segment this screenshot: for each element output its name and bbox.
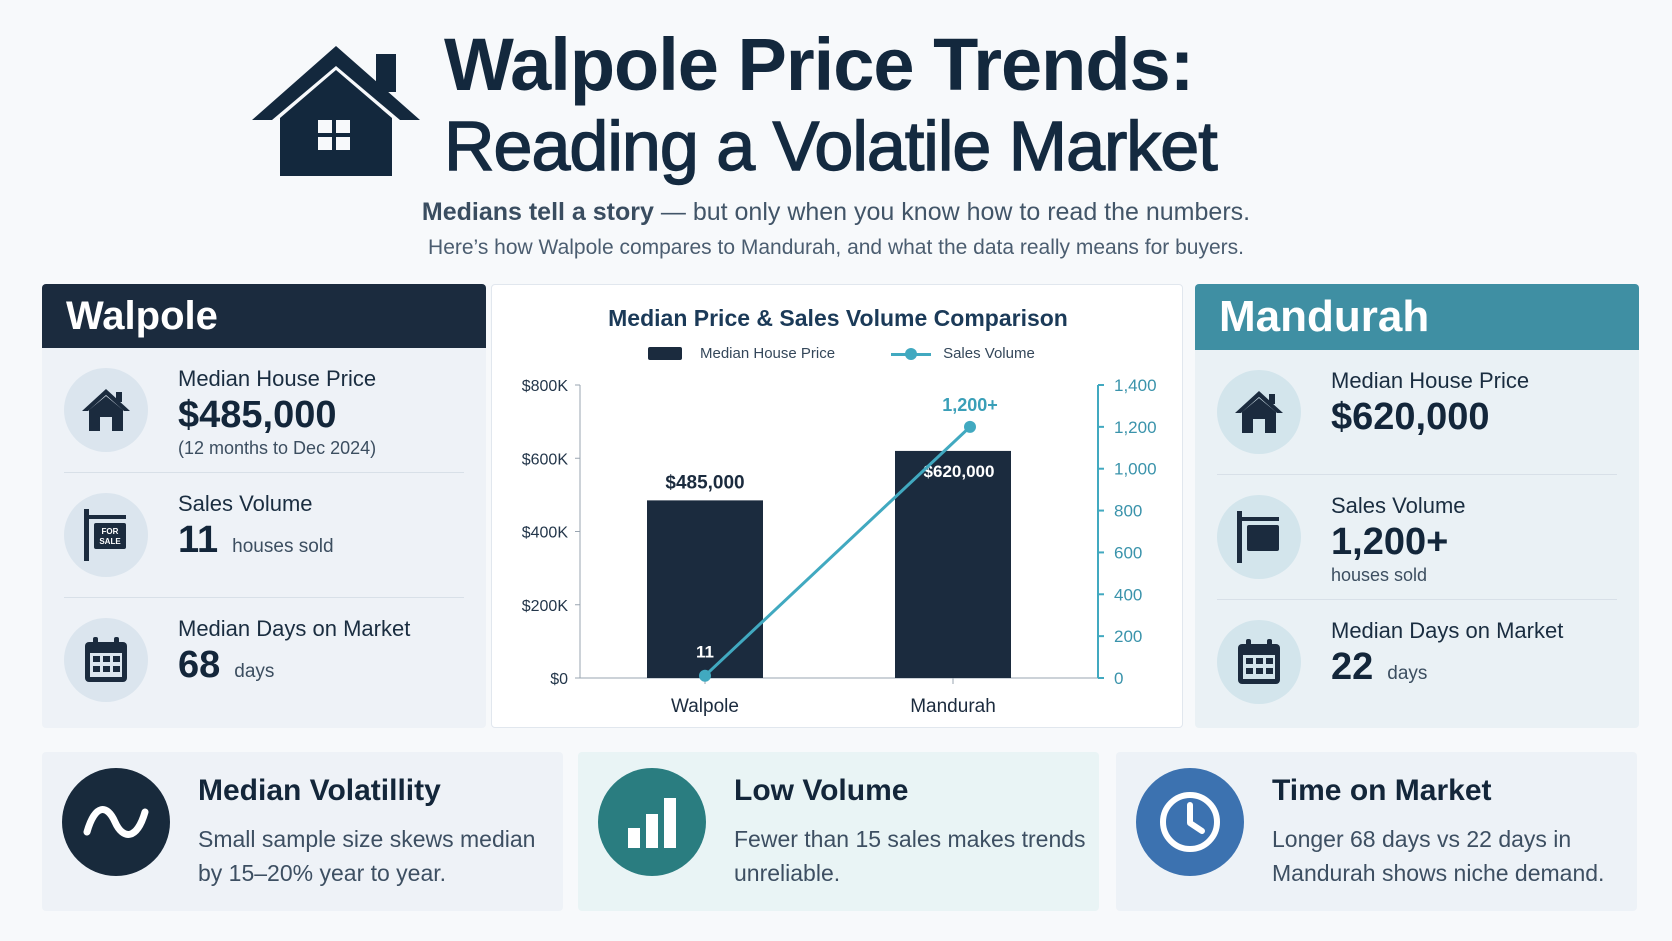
walpole-days-row: Median Days on Market 68 days xyxy=(64,598,464,723)
clock-icon xyxy=(1136,768,1244,876)
left-tick-label: $200K xyxy=(522,598,569,615)
tip-body-low-volume: Fewer than 15 sales makes trends unrelia… xyxy=(734,826,1086,886)
title-line-1: Walpole Price Trends: xyxy=(444,23,1194,106)
left-tick-label: $0 xyxy=(550,671,568,688)
mandurah-price-text: Median House Price $620,000 xyxy=(1331,368,1529,440)
bar-chart-icon xyxy=(598,768,706,876)
left-tick-label: $800K xyxy=(522,378,569,395)
sign-text-for: FOR xyxy=(102,527,119,536)
comparison-chart-card: Median Price & Sales Volume Comparison M… xyxy=(491,284,1183,728)
house-logo-icon xyxy=(252,46,420,176)
walpole-price-value: $485,000 xyxy=(178,394,337,436)
walpole-volume-row: FOR SALE Sales Volume 11 houses sold xyxy=(64,473,464,598)
title-line-2: Reading a Volatile Market xyxy=(443,106,1218,185)
subtitle-secondary: Here’s how Walpole compares to Mandurah,… xyxy=(428,236,1244,259)
x-tick-label: Mandurah xyxy=(910,696,996,717)
tip-title-low-volume: Low Volume xyxy=(734,774,909,807)
walpole-days-unit: days xyxy=(234,661,275,682)
calendar-icon xyxy=(1217,620,1301,704)
right-tick-label: 600 xyxy=(1114,543,1142,562)
mandurah-days-number: 22 xyxy=(1331,646,1374,688)
bar-mandurah xyxy=(895,450,1011,678)
subtitle-rest: — but only when you know how to read the… xyxy=(653,198,1251,226)
walpole-volume-unit: houses sold xyxy=(232,536,334,557)
mandurah-price-value: $620,000 xyxy=(1331,396,1490,438)
walpole-volume-label: Sales Volume xyxy=(178,491,313,516)
right-tick-label: 800 xyxy=(1114,502,1142,521)
page-title: Walpole Price Trends: Reading a Volatile… xyxy=(443,23,1218,186)
tip-body-time-on-market: Longer 68 days vs 22 days in Mandurah sh… xyxy=(1272,826,1605,886)
house-icon xyxy=(1217,370,1301,454)
mandurah-days-unit: days xyxy=(1387,663,1428,684)
walpole-days-value: 68 days xyxy=(178,642,410,695)
mandurah-card-title: Mandurah xyxy=(1195,284,1639,350)
walpole-card: Walpole Median House Price $485,000 (12 … xyxy=(42,284,486,728)
wave-icon xyxy=(62,768,170,876)
tip-title-time-on-market: Time on Market xyxy=(1272,774,1492,807)
mandurah-days-label: Median Days on Market xyxy=(1331,618,1564,643)
mandurah-volume-value: 1,200+ xyxy=(1331,521,1449,563)
bar-label-walpole: $485,000 xyxy=(665,472,744,493)
left-tick-label: $600K xyxy=(522,451,569,468)
mandurah-volume-unit: houses sold xyxy=(1331,565,1428,585)
tip-title-volatility: Median Volatillity xyxy=(198,774,441,807)
mandurah-volume-text: Sales Volume 1,200+ houses sold xyxy=(1331,493,1466,586)
mandurah-card: Mandurah Median House Price $620,000 Sal… xyxy=(1195,284,1639,728)
chart-legend: Median House Price Sales Volume xyxy=(648,345,1035,362)
walpole-price-text: Median House Price $485,000 (12 months t… xyxy=(178,366,376,459)
sales-volume-point xyxy=(964,420,976,433)
x-tick-label: Walpole xyxy=(671,696,739,717)
tip-body-volatility: Small sample size skews median by 15–20%… xyxy=(198,826,536,886)
right-tick-label: 200 xyxy=(1114,627,1142,646)
sales-volume-line xyxy=(703,425,972,677)
calendar-icon xyxy=(64,618,148,702)
walpole-volume-text: Sales Volume 11 houses sold xyxy=(178,491,334,570)
walpole-price-note: (12 months to Dec 2024) xyxy=(178,438,377,458)
legend-label-volume: Sales Volume xyxy=(943,345,1035,362)
tip-card-volatility: Median Volatillity Small sample size ske… xyxy=(42,752,563,911)
bar-walpole xyxy=(647,500,763,678)
walpole-price-label: Median House Price xyxy=(178,366,377,391)
walpole-days-label: Median Days on Market xyxy=(178,616,411,641)
for-sale-sign-icon: FOR SALE xyxy=(64,493,148,577)
mandurah-price-label: Median House Price xyxy=(1331,368,1530,393)
tip-card-low-volume: Low Volume Fewer than 15 sales makes tre… xyxy=(578,752,1099,911)
mandurah-volume-row: Sales Volume 1,200+ houses sold xyxy=(1217,475,1617,600)
subtitle: Medians tell a story — but only when you… xyxy=(0,198,1672,227)
line-label-walpole: 11 xyxy=(696,643,714,662)
subtitle-bold: Medians tell a story xyxy=(421,198,654,226)
chart-title: Median Price & Sales Volume Comparison xyxy=(608,305,1068,331)
right-tick-label: 1,200 xyxy=(1114,418,1157,437)
tip-card-time-on-market: Time on Market Longer 68 days vs 22 days… xyxy=(1116,752,1637,911)
walpole-days-text: Median Days on Market 68 days xyxy=(178,616,410,695)
right-tick-label: 0 xyxy=(1114,669,1123,688)
mandurah-volume-label: Sales Volume xyxy=(1331,493,1466,518)
walpole-volume-number: 11 xyxy=(178,519,219,561)
sales-volume-point xyxy=(699,669,711,682)
mandurah-days-text: Median Days on Market 22 days xyxy=(1331,618,1563,697)
right-tick-label: 1,000 xyxy=(1114,460,1157,479)
mandurah-price-row: Median House Price $620,000 xyxy=(1217,350,1617,475)
right-tick-label: 400 xyxy=(1114,585,1142,604)
walpole-volume-value: 11 houses sold xyxy=(178,517,334,570)
legend-label-price: Median House Price xyxy=(700,345,836,362)
line-label-mandurah: 1,200+ xyxy=(942,395,998,415)
chart-plot: $0 $200K $400K $600K $800K 0 200 400 600 800 1,000… xyxy=(522,376,1157,717)
legend-swatch-price xyxy=(648,347,682,360)
sign-icon xyxy=(1217,495,1301,579)
left-tick-label: $400K xyxy=(522,525,569,542)
right-tick-label: 1,400 xyxy=(1114,376,1157,395)
sign-text-sale: SALE xyxy=(99,537,121,546)
mandurah-days-row: Median Days on Market 22 days xyxy=(1217,600,1617,725)
legend-swatch-volume xyxy=(891,347,932,361)
mandurah-days-value: 22 days xyxy=(1331,644,1563,697)
walpole-price-row: Median House Price $485,000 (12 months t… xyxy=(64,348,464,473)
house-icon xyxy=(64,368,148,452)
walpole-days-number: 68 xyxy=(178,644,221,686)
bar-label-mandurah: $620,000 xyxy=(924,462,995,481)
walpole-card-title: Walpole xyxy=(42,284,486,348)
header: Walpole Price Trends: Reading a Volatile… xyxy=(0,0,1672,265)
